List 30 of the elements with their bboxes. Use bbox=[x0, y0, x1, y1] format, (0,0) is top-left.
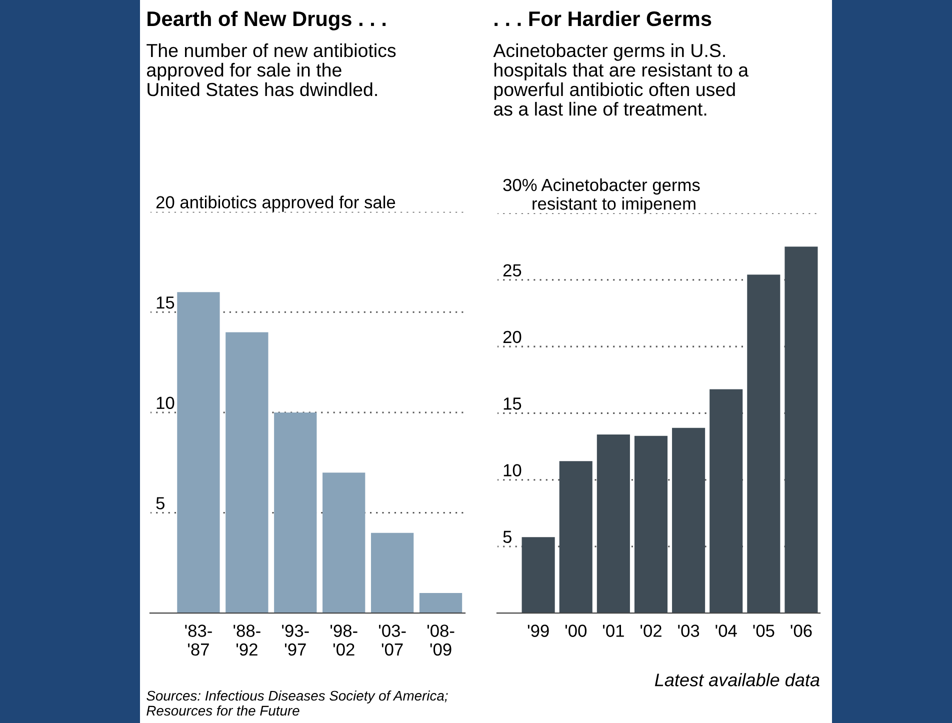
text: Latest available data bbox=[654, 673, 820, 686]
y-tick-label: 10 bbox=[504, 464, 522, 476]
x-tick-label: '05 bbox=[753, 624, 774, 637]
x-tick-label: '83- '87 bbox=[185, 624, 212, 656]
y-tick-label: 5 bbox=[156, 497, 164, 510]
y-tick-label: 15 bbox=[504, 398, 522, 410]
y-tick-label: 25 bbox=[503, 264, 522, 276]
x-tick-label: '93- '97 bbox=[282, 624, 309, 656]
x-tick-label: '08- '09 bbox=[427, 624, 454, 656]
chart-subtitle: The number of new antibiotics approved for sale in the United States has dwindled. bbox=[146, 43, 396, 96]
x-tick-label: '88- '92 bbox=[234, 624, 260, 656]
y-tick-label: 10 bbox=[156, 396, 174, 410]
x-tick-label: '03- '07 bbox=[378, 624, 406, 656]
y-tick-label: 5 bbox=[503, 530, 512, 544]
y-tick-label: 15 bbox=[156, 296, 174, 309]
x-tick-label: '00 bbox=[565, 624, 587, 637]
source-note: Sources: Infectious Diseases Society of America; Resources for the Future bbox=[146, 690, 448, 716]
x-tick-label: '03 bbox=[678, 624, 700, 637]
x-tick-label: '02 bbox=[640, 624, 662, 637]
y-tick-label: 20 antibiotics approved for sale bbox=[156, 196, 396, 212]
x-tick-label: '06 bbox=[790, 624, 812, 637]
x-tick-label: '99 bbox=[528, 624, 549, 637]
y-tick-label: 20 bbox=[503, 330, 522, 344]
x-tick-label: '98- '02 bbox=[330, 624, 358, 656]
chart-title: . . . For Hardier Germs bbox=[494, 10, 712, 26]
chart-subtitle: Acinetobacter germs in U.S. hospitals that are resistant to a powerful antibiotic often used as a last line of treatment. bbox=[493, 43, 749, 116]
x-tick-label: '01 bbox=[603, 624, 624, 637]
x-tick-label: '04 bbox=[716, 624, 737, 637]
chart-title: Dearth of New Drugs . . . bbox=[148, 10, 386, 30]
y-tick-label: 30% Acinetobacter germs resistant to imipenem bbox=[503, 178, 700, 214]
